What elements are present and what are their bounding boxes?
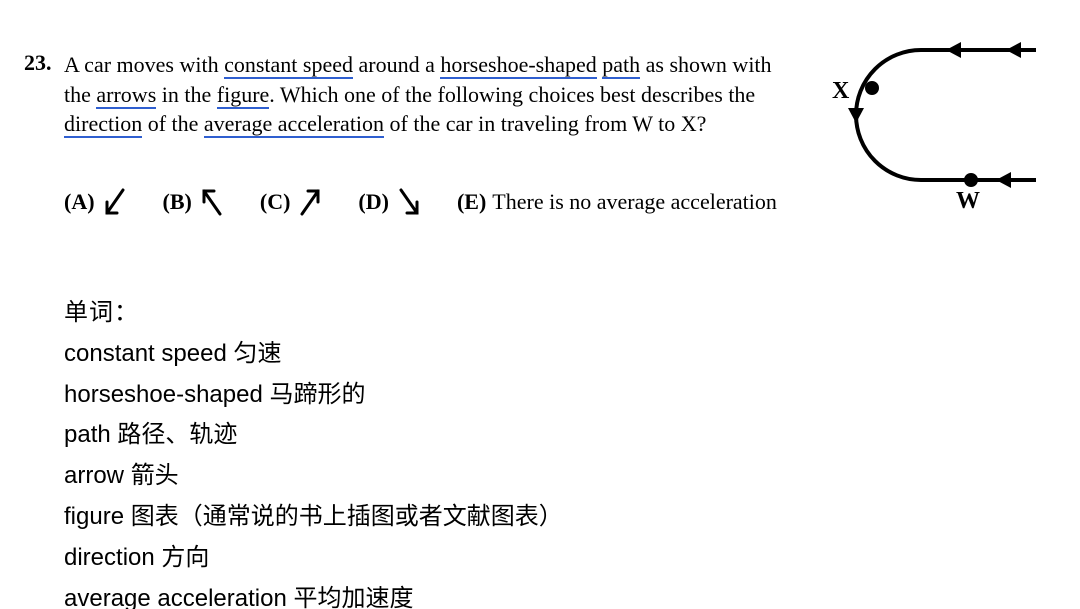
vocab-row: figure 图表（通常说的书上插图或者文献图表）	[64, 497, 1056, 538]
vocab-row: arrow 箭头	[64, 456, 1056, 497]
choice-b-label: (B)	[163, 189, 192, 215]
question-block: 23. A car moves with constant speed arou…	[24, 50, 816, 139]
vocab-zh: 方向	[161, 544, 209, 571]
vocab-en: horseshoe-shaped	[64, 381, 269, 408]
vocab-zh: 匀速	[233, 340, 281, 367]
choice-e: (E) There is no average acceleration	[457, 189, 777, 215]
choice-e-text: There is no average acceleration	[492, 189, 777, 215]
ul-path: path	[602, 52, 640, 79]
horseshoe-figure	[826, 20, 1051, 230]
q-l3-d: of the car in traveling from W to X?	[384, 111, 706, 136]
choice-a-label: (A)	[64, 189, 95, 215]
choice-c: (C)	[260, 185, 325, 219]
vocab-row: constant speed 匀速	[64, 334, 1056, 375]
figure-column: X W	[826, 20, 1056, 235]
x-label: X	[832, 78, 849, 105]
ul-figure: figure	[217, 82, 270, 109]
vocab-row: horseshoe-shaped 马蹄形的	[64, 375, 1056, 416]
vocab-zh: 图表（通常说的书上插图或者文献图表）	[131, 503, 563, 530]
choice-a: (A)	[64, 185, 129, 219]
vocab-en: constant speed	[64, 340, 233, 367]
top-row: 23. A car moves with constant speed arou…	[24, 20, 1056, 235]
q-l3-b: of the	[142, 111, 204, 136]
q-l2-c: in the	[156, 82, 217, 107]
arrow-sw-icon	[101, 185, 129, 219]
vocab-en: path	[64, 421, 117, 448]
q-l1-c: around a	[353, 52, 440, 77]
arrow-ne-icon	[296, 185, 324, 219]
arrow-nw-icon	[198, 185, 226, 219]
vocab-zh: 路径、轨迹	[117, 421, 237, 448]
vocab-header: 单词：	[64, 293, 1056, 334]
q-l2-a: the	[64, 82, 96, 107]
vocab-zh: 箭头	[131, 462, 179, 489]
ul-direction: direction	[64, 111, 142, 138]
q-l1-g: as shown with	[640, 52, 771, 77]
arrow-se-icon	[395, 185, 423, 219]
choice-d: (D)	[358, 185, 423, 219]
page-root: 23. A car moves with constant speed arou…	[0, 0, 1080, 609]
ul-constant-speed: constant speed	[224, 52, 353, 79]
w-label: W	[956, 188, 980, 215]
question-number: 23.	[24, 50, 64, 139]
ul-horseshoe: horseshoe-shaped	[440, 52, 596, 79]
q-l1-a: A car moves with	[64, 52, 224, 77]
vocab-en: arrow	[64, 462, 131, 489]
answer-choices: (A) (B) (C) (D) (E) There is no av	[64, 185, 816, 219]
vocab-en: direction	[64, 544, 161, 571]
vocab-zh: 平均加速度	[293, 585, 413, 609]
vocab-block: 单词： constant speed 匀速horseshoe-shaped 马蹄…	[64, 293, 1056, 609]
vocab-row: average acceleration 平均加速度	[64, 579, 1056, 609]
vocab-row: path 路径、轨迹	[64, 415, 1056, 456]
vocab-en: figure	[64, 503, 131, 530]
ul-avg-accel: average acceleration	[204, 111, 384, 138]
question-column: 23. A car moves with constant speed arou…	[24, 20, 826, 219]
choice-e-label: (E)	[457, 189, 486, 215]
ul-arrows: arrows	[96, 82, 156, 109]
choice-c-label: (C)	[260, 189, 291, 215]
vocab-en: average acceleration	[64, 585, 293, 609]
choice-b: (B)	[163, 185, 226, 219]
choice-d-label: (D)	[358, 189, 389, 215]
q-l2-e: . Which one of the following choices bes…	[269, 82, 755, 107]
vocab-zh: 马蹄形的	[269, 381, 365, 408]
vocab-row: direction 方向	[64, 538, 1056, 579]
question-text: A car moves with constant speed around a…	[64, 50, 816, 139]
